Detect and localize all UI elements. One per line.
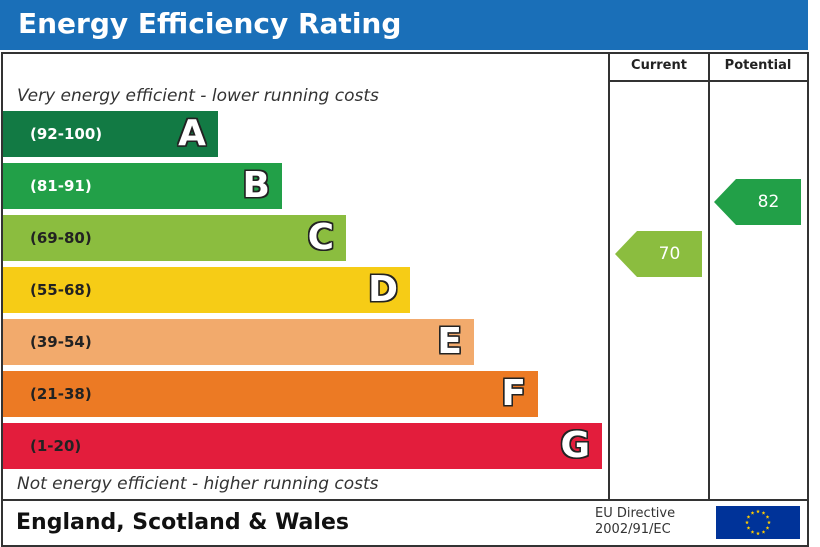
potential-column-divider bbox=[708, 52, 710, 499]
eu-star-icon bbox=[750, 510, 755, 515]
footer-divider bbox=[1, 499, 808, 501]
eu-star-icon bbox=[756, 531, 760, 536]
band-range-label: (1-20) bbox=[30, 437, 82, 455]
eu-star-icon bbox=[761, 510, 766, 515]
band-d: (55-68) D bbox=[3, 267, 410, 313]
chart-title: Energy Efficiency Rating bbox=[18, 7, 402, 40]
potential-rating-value: 82 bbox=[757, 192, 780, 212]
band-f: (21-38) F bbox=[3, 371, 538, 417]
column-header-divider bbox=[608, 80, 808, 82]
band-g: (1-20) G bbox=[3, 423, 602, 469]
band-letter-label: B bbox=[242, 165, 270, 206]
band-range-label: (92-100) bbox=[30, 125, 103, 143]
band-range-label: (69-80) bbox=[30, 229, 92, 247]
eu-flag-icon bbox=[716, 506, 800, 539]
top-caption: Very energy efficient - lower running co… bbox=[17, 86, 379, 106]
band-letter-label: F bbox=[501, 373, 526, 414]
eu-star-icon bbox=[750, 530, 755, 534]
eu-star-icon bbox=[761, 530, 766, 534]
band-c: (69-80) C bbox=[3, 215, 346, 261]
eu-star-icon bbox=[746, 526, 751, 530]
band-a: (92-100) A bbox=[3, 111, 218, 157]
band-range-label: (21-38) bbox=[30, 385, 92, 403]
eu-star-icon bbox=[765, 515, 770, 519]
band-range-label: (55-68) bbox=[30, 281, 92, 299]
eu-directive-label: EU Directive 2002/91/EC bbox=[595, 506, 675, 538]
band-letter-label: E bbox=[437, 321, 462, 362]
eu-star-icon bbox=[746, 515, 751, 519]
band-letter-label: C bbox=[307, 217, 334, 258]
band-e: (39-54) E bbox=[3, 319, 474, 365]
region-label: England, Scotland & Wales bbox=[16, 510, 349, 535]
band-range-label: (39-54) bbox=[30, 333, 92, 351]
eu-directive-line1: EU Directive bbox=[595, 506, 676, 521]
title-bar: Energy Efficiency Rating bbox=[0, 0, 808, 50]
potential-column-header: Potential bbox=[724, 58, 792, 73]
band-letter-label: G bbox=[560, 425, 590, 466]
rating-frame bbox=[1, 52, 809, 547]
eu-star-icon bbox=[765, 526, 770, 530]
band-letter-label: D bbox=[368, 269, 398, 310]
eu-star-icon bbox=[756, 509, 760, 514]
eu-directive-line2: 2002/91/EC bbox=[595, 522, 671, 537]
band-b: (81-91) B bbox=[3, 163, 282, 209]
eu-star-icon bbox=[745, 520, 749, 525]
band-letter-label: A bbox=[178, 113, 206, 154]
bottom-caption: Not energy efficient - higher running co… bbox=[17, 474, 379, 494]
current-rating-value: 70 bbox=[658, 244, 681, 264]
current-rating-marker: 70 bbox=[615, 231, 702, 277]
current-column-divider bbox=[608, 52, 610, 499]
band-range-label: (81-91) bbox=[30, 177, 92, 195]
eu-star-icon bbox=[767, 520, 771, 525]
current-column-header: Current bbox=[631, 58, 687, 73]
